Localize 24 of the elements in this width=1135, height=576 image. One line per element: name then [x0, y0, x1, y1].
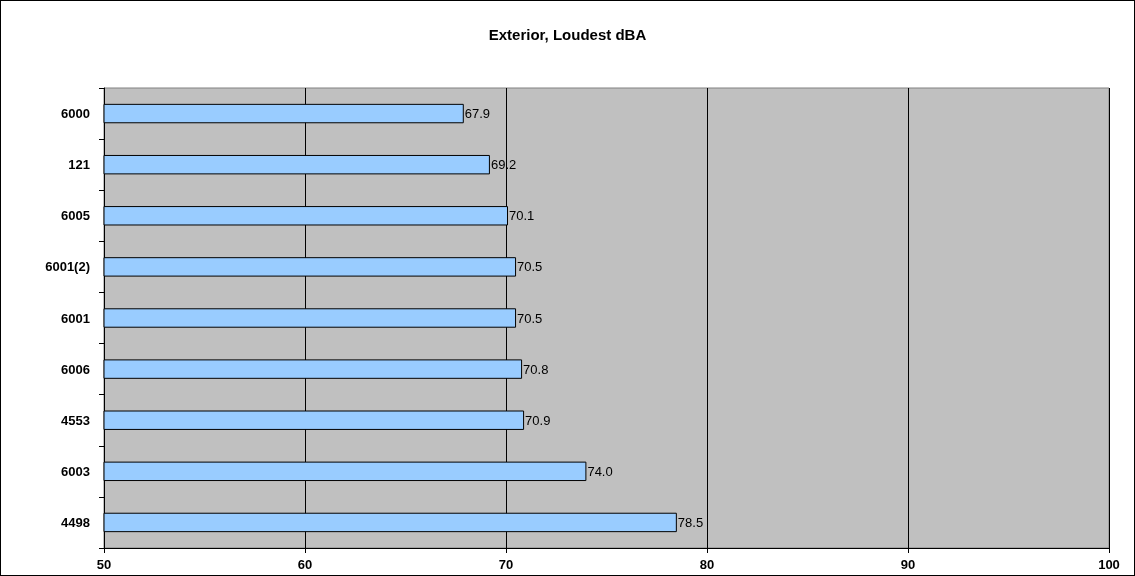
y-tick-label: 6001 — [61, 310, 90, 326]
data-label: 70.8 — [523, 361, 549, 377]
y-tick-label: 4553 — [61, 412, 90, 428]
data-label: 78.5 — [677, 514, 704, 530]
y-tick-label: 6001(2) — [45, 259, 90, 275]
y-tick-label: 4498 — [61, 514, 90, 530]
data-label: 67.9 — [464, 106, 491, 122]
x-tick-label: 90 — [900, 557, 916, 572]
x-tick-label: 60 — [297, 557, 313, 572]
data-label: 74.0 — [587, 463, 613, 479]
chart-title: Exterior, Loudest dBA — [488, 26, 647, 43]
y-tick-label: 6003 — [61, 463, 90, 479]
y-tick-label: 121 — [68, 157, 90, 173]
x-tick-label: 70 — [498, 557, 514, 572]
y-tick-label: 6006 — [61, 361, 90, 377]
data-label: 70.1 — [509, 208, 535, 224]
data-label: 70.5 — [517, 259, 543, 275]
x-tick-label: 80 — [699, 557, 715, 572]
data-label: 70.5 — [517, 310, 543, 326]
x-tick-label: 50 — [96, 557, 112, 572]
x-tick-label: 100 — [1098, 557, 1120, 572]
y-tick-label: 6000 — [61, 106, 90, 122]
data-label: 70.9 — [525, 412, 551, 428]
y-tick-label: 6005 — [61, 208, 90, 224]
